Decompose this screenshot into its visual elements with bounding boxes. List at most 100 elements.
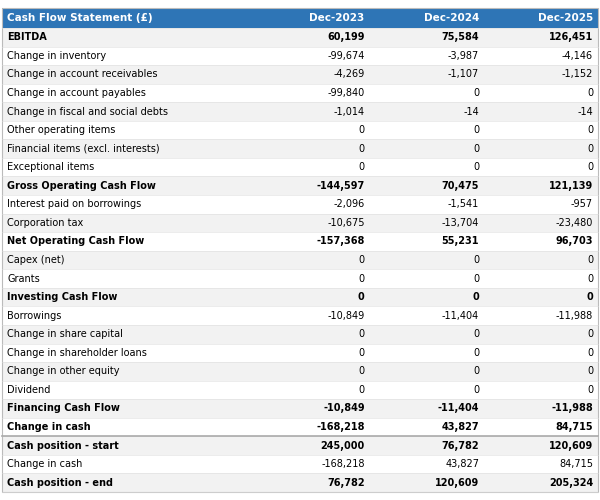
Text: -4,146: -4,146 xyxy=(562,51,593,61)
Text: Change in share capital: Change in share capital xyxy=(7,329,123,339)
Bar xyxy=(370,325,484,344)
Text: 0: 0 xyxy=(587,274,593,283)
Text: -168,218: -168,218 xyxy=(316,422,365,432)
Text: -10,849: -10,849 xyxy=(323,404,365,413)
Bar xyxy=(2,436,256,455)
Text: -144,597: -144,597 xyxy=(316,181,365,191)
Text: 0: 0 xyxy=(587,255,593,265)
Bar xyxy=(370,250,484,270)
Bar xyxy=(256,288,370,306)
Text: Dec-2025: Dec-2025 xyxy=(538,13,593,23)
Text: Change in fiscal and social debts: Change in fiscal and social debts xyxy=(7,106,168,117)
Text: -10,849: -10,849 xyxy=(328,310,365,320)
Bar xyxy=(484,195,598,214)
Text: 0: 0 xyxy=(359,385,365,395)
Bar xyxy=(484,121,598,140)
Bar xyxy=(2,195,256,214)
Bar xyxy=(484,270,598,288)
Bar xyxy=(484,288,598,306)
Bar xyxy=(256,250,370,270)
Text: 0: 0 xyxy=(473,385,479,395)
Text: 0: 0 xyxy=(473,162,479,172)
Bar xyxy=(370,362,484,380)
Bar xyxy=(256,121,370,140)
Bar xyxy=(2,46,256,65)
Text: 0: 0 xyxy=(587,329,593,339)
Bar xyxy=(256,362,370,380)
Text: Net Operating Cash Flow: Net Operating Cash Flow xyxy=(7,236,144,246)
Bar xyxy=(370,288,484,306)
Bar xyxy=(484,214,598,232)
Bar xyxy=(2,455,256,473)
Bar xyxy=(484,380,598,399)
Bar xyxy=(2,325,256,344)
Bar xyxy=(2,176,256,195)
Text: Change in inventory: Change in inventory xyxy=(7,51,106,61)
Bar xyxy=(2,306,256,325)
Text: 0: 0 xyxy=(473,125,479,135)
Text: 0: 0 xyxy=(473,88,479,98)
Text: 0: 0 xyxy=(587,162,593,172)
Bar xyxy=(256,28,370,46)
Text: 0: 0 xyxy=(358,292,365,302)
Text: Change in cash: Change in cash xyxy=(7,422,91,432)
Text: 120,609: 120,609 xyxy=(435,478,479,488)
Bar xyxy=(370,344,484,362)
Text: 0: 0 xyxy=(359,162,365,172)
Bar xyxy=(370,102,484,121)
Text: 0: 0 xyxy=(473,366,479,376)
Text: Change in other equity: Change in other equity xyxy=(7,366,119,376)
Bar xyxy=(2,84,256,102)
Text: -10,675: -10,675 xyxy=(327,218,365,228)
Bar xyxy=(256,232,370,250)
Bar xyxy=(484,65,598,84)
Bar xyxy=(370,84,484,102)
Text: -1,014: -1,014 xyxy=(334,106,365,117)
Text: -11,988: -11,988 xyxy=(556,310,593,320)
Bar xyxy=(370,474,484,492)
Text: Dec-2023: Dec-2023 xyxy=(310,13,365,23)
Bar xyxy=(484,28,598,46)
Bar xyxy=(370,214,484,232)
Text: 76,782: 76,782 xyxy=(442,440,479,450)
Text: Financing Cash Flow: Financing Cash Flow xyxy=(7,404,120,413)
Bar xyxy=(484,250,598,270)
Bar xyxy=(2,380,256,399)
Bar xyxy=(370,306,484,325)
Bar xyxy=(484,176,598,195)
Bar xyxy=(2,344,256,362)
Bar xyxy=(256,158,370,176)
Bar xyxy=(256,46,370,65)
Text: 0: 0 xyxy=(587,144,593,154)
Bar xyxy=(484,46,598,65)
Text: 0: 0 xyxy=(587,88,593,98)
Bar xyxy=(484,362,598,380)
Text: -23,480: -23,480 xyxy=(556,218,593,228)
Bar xyxy=(484,306,598,325)
Text: -1,541: -1,541 xyxy=(448,200,479,209)
Bar xyxy=(2,474,256,492)
Bar xyxy=(2,121,256,140)
Text: 75,584: 75,584 xyxy=(442,32,479,42)
Bar xyxy=(256,380,370,399)
Bar xyxy=(256,176,370,195)
Text: 60,199: 60,199 xyxy=(327,32,365,42)
Text: -957: -957 xyxy=(571,200,593,209)
Bar xyxy=(2,28,256,46)
Bar xyxy=(484,436,598,455)
Bar xyxy=(256,270,370,288)
Text: Borrowings: Borrowings xyxy=(7,310,61,320)
Bar xyxy=(370,380,484,399)
Bar xyxy=(370,418,484,436)
Text: 0: 0 xyxy=(587,385,593,395)
Bar xyxy=(2,102,256,121)
Text: -13,704: -13,704 xyxy=(442,218,479,228)
Bar xyxy=(484,455,598,473)
Text: 43,827: 43,827 xyxy=(442,422,479,432)
Bar xyxy=(370,399,484,418)
Bar xyxy=(370,176,484,195)
Text: Investing Cash Flow: Investing Cash Flow xyxy=(7,292,118,302)
Bar xyxy=(256,65,370,84)
Text: 84,715: 84,715 xyxy=(559,459,593,469)
Bar xyxy=(484,232,598,250)
